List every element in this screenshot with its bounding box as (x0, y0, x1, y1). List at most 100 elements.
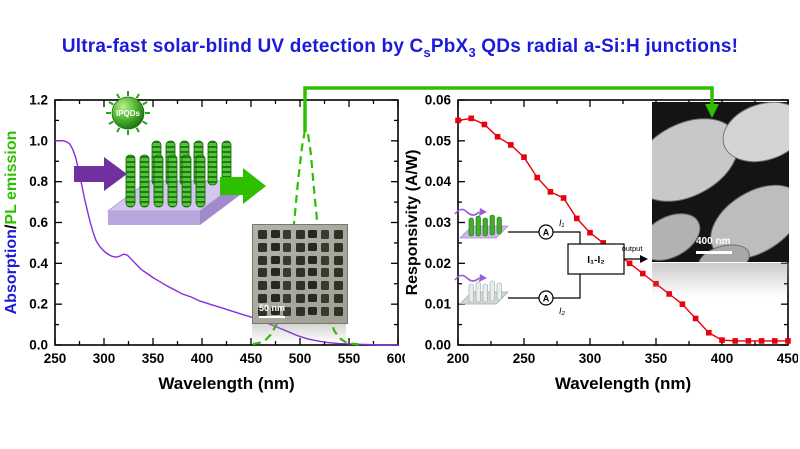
y-tick-label: 0.6 (29, 215, 48, 230)
nanorod (125, 154, 136, 208)
y-tick-label: 1.0 (29, 133, 48, 148)
quantum-dot (333, 242, 343, 252)
x-tick-label: 550 (338, 351, 361, 366)
absorption-pl-chart: 250 300 350 400 450 500 550 600 0.0 0.2 0.4 0.6 0.8 1… (3, 93, 405, 394)
ammeter-bottom-label: A (543, 294, 550, 304)
quantum-dot (283, 268, 292, 278)
sem-image: 400 nm (633, 101, 800, 276)
y-axis-title: Absorption/PL emission (3, 131, 20, 315)
title-subscript: 3 (468, 44, 476, 60)
current-i2-label: I₂ (559, 306, 566, 316)
quantum-dot (308, 242, 318, 251)
data-point (574, 215, 580, 222)
nanorods (125, 140, 232, 208)
uv-illumination-arrows (454, 208, 480, 282)
quantum-dot (258, 255, 267, 265)
data-point (494, 133, 501, 140)
data-point (785, 338, 791, 344)
quantum-dot (321, 242, 329, 252)
data-point (560, 195, 567, 201)
signal-difference-box (567, 243, 625, 275)
data-point (719, 337, 725, 343)
ammeter-top-label: A (543, 228, 550, 238)
quantum-dot (295, 242, 305, 252)
tem-reflection (252, 323, 346, 343)
nanorod (139, 154, 150, 208)
sem-grain (722, 101, 800, 163)
quantum-dot (333, 255, 343, 265)
x-tick-label: 250 (44, 351, 67, 366)
data-point (666, 291, 672, 297)
quantum-dot (283, 255, 292, 265)
y-tick-label: 0.2 (29, 297, 48, 312)
tem-scale-bar (259, 315, 285, 318)
y-tick-label: 1.2 (29, 93, 48, 108)
quantum-dot (270, 306, 280, 315)
circuit-wires (508, 231, 642, 299)
quantum-dot (258, 268, 267, 278)
data-point (468, 115, 474, 122)
sem-scale-label: 400 nm (696, 236, 731, 247)
x-axis-title: Wavelength (nm) (555, 374, 691, 393)
dual-channel-measurement-schematic: A A I₁-I₂ I₁ I₂ output (454, 208, 648, 316)
quantum-dot (270, 281, 280, 290)
quantum-dot (283, 281, 292, 291)
quantum-dot (283, 230, 292, 239)
quantum-dot (321, 255, 329, 265)
y-tick-label: 0.01 (425, 297, 452, 312)
data-point (640, 270, 646, 277)
quantum-dot (333, 281, 343, 291)
x-tick-label: 350 (142, 351, 165, 366)
quantum-dot (258, 306, 267, 316)
data-point (481, 121, 488, 128)
y-tick-label: 0.04 (425, 174, 452, 189)
quantum-dot (308, 255, 318, 264)
data-point (587, 229, 593, 236)
ammeter-top (538, 224, 554, 240)
nanorod (167, 154, 178, 208)
y-tick-label: 0.03 (425, 215, 452, 230)
data-point (508, 142, 514, 148)
data-point (626, 260, 633, 267)
uv-arrow-tips (479, 208, 487, 282)
y-axis-title: Responsivity (A/W) (405, 150, 421, 296)
x-tick-label: 300 (579, 351, 602, 366)
title-subscript: s (423, 44, 431, 60)
quantum-dot (270, 230, 280, 238)
quantum-dot (258, 294, 267, 303)
title-text: QDs radial a-Si:H junctions! (475, 36, 739, 57)
ammeter-bottom (538, 290, 554, 306)
nanorod (153, 154, 164, 208)
quantum-dot (258, 281, 267, 291)
output-label: output (622, 244, 644, 253)
x-tick-label: 450 (777, 351, 798, 366)
data-point (547, 189, 554, 195)
quantum-dot (308, 268, 318, 277)
quantum-dot (308, 294, 318, 302)
y-tick-label: 0.4 (29, 256, 48, 271)
quantum-dot (321, 294, 329, 303)
quantum-dot (295, 306, 305, 316)
quantum-dot (270, 255, 280, 264)
y-tick-label: 0.8 (29, 174, 48, 189)
quantum-dot (333, 294, 343, 303)
quantum-dot (258, 230, 267, 239)
quantum-dot-grid (253, 225, 347, 323)
quantum-dot (308, 281, 318, 290)
data-point (772, 338, 778, 344)
y-tick-label: 0.05 (425, 133, 452, 148)
data-point (534, 174, 540, 181)
quantum-dot (295, 281, 305, 291)
x-tick-label: 350 (645, 351, 668, 366)
nanorod (181, 154, 192, 208)
current-i1-label: I₁ (559, 218, 565, 228)
quantum-dot (321, 306, 329, 316)
quantum-dot (295, 255, 305, 265)
current-difference-label: I₁-I₂ (587, 255, 604, 266)
quantum-dot (321, 268, 329, 278)
y-tick-label: 0.06 (425, 93, 452, 108)
quantum-dot (308, 306, 318, 315)
output-arrowhead (640, 255, 648, 263)
quantum-dot (308, 230, 318, 238)
